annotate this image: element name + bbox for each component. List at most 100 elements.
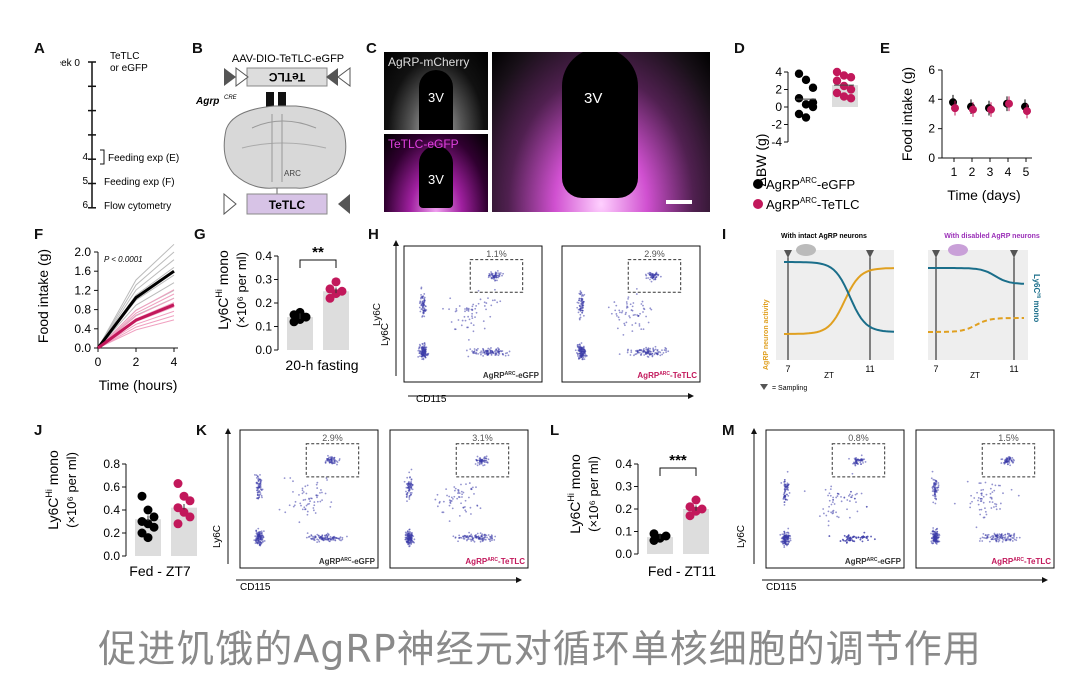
flow-event bbox=[259, 474, 261, 476]
flow-event bbox=[863, 458, 866, 461]
flow-event bbox=[649, 307, 652, 310]
flow-event bbox=[489, 540, 492, 543]
flow-event bbox=[584, 350, 587, 353]
flow-event bbox=[997, 538, 999, 541]
flow-event bbox=[257, 540, 260, 543]
flow-event bbox=[330, 538, 333, 541]
flow-event bbox=[411, 483, 414, 486]
flow-event bbox=[482, 348, 485, 351]
flow-event bbox=[645, 277, 648, 280]
flow-event bbox=[827, 520, 830, 523]
flow-event bbox=[467, 538, 470, 541]
flow-event bbox=[409, 492, 412, 494]
d-point bbox=[846, 94, 856, 103]
flow-event bbox=[828, 505, 830, 508]
flow-event bbox=[1002, 492, 1004, 495]
flow-gate bbox=[627, 259, 682, 293]
l-ylabel: Ly6CHi mono bbox=[566, 454, 583, 534]
flow-event bbox=[931, 530, 934, 533]
m-xlabel: CD115 bbox=[766, 582, 797, 593]
flow-event bbox=[633, 354, 635, 357]
flow-event bbox=[578, 349, 581, 352]
flow-event bbox=[988, 540, 991, 543]
flow-event bbox=[467, 326, 469, 329]
flow-event bbox=[786, 539, 789, 541]
l-xlabel: Fed - ZT11 bbox=[648, 563, 716, 579]
flow-event bbox=[578, 357, 581, 360]
flow-event bbox=[859, 461, 862, 464]
y-tick-label: 0.4 bbox=[255, 249, 272, 263]
flow-event bbox=[420, 346, 423, 348]
flow-event bbox=[783, 501, 786, 504]
flow-event bbox=[934, 502, 937, 505]
flow-event bbox=[995, 505, 997, 508]
flow-event bbox=[418, 346, 421, 349]
flow-event bbox=[930, 540, 933, 543]
flow-event bbox=[484, 535, 487, 538]
flow-event bbox=[465, 510, 467, 513]
flow-event bbox=[575, 352, 578, 354]
d-ylabel: ΔBW (g) bbox=[753, 134, 769, 187]
flow-k-plots: Ly6C CD115 2.9% AgRPARC-eGFP 3.1% AgRPARC-T… bbox=[212, 428, 529, 593]
flow-event bbox=[424, 356, 427, 359]
flow-event bbox=[259, 536, 262, 539]
flow-event bbox=[471, 317, 474, 320]
y-tick-label: 0.2 bbox=[103, 526, 120, 540]
flow-event bbox=[292, 505, 295, 508]
flow-event bbox=[423, 293, 426, 295]
flow-event bbox=[828, 492, 831, 495]
timeline-event-5: Feeding exp (F) bbox=[104, 177, 175, 188]
flow-plot: 2.9% AgRPARC-eGFP bbox=[239, 429, 379, 569]
y-tick-label: 0 bbox=[775, 100, 782, 114]
d-point bbox=[801, 100, 811, 109]
flow-event bbox=[781, 533, 784, 536]
y-tick-label: 0.3 bbox=[255, 273, 272, 287]
flow-event bbox=[994, 502, 996, 505]
flow-event bbox=[1005, 459, 1008, 462]
flow-event bbox=[448, 504, 451, 507]
flow-event bbox=[982, 488, 985, 491]
flow-event bbox=[582, 350, 585, 353]
flow-event bbox=[667, 350, 670, 353]
flow-event bbox=[489, 351, 492, 354]
g-ylabel: Ly6CHi mono bbox=[214, 250, 231, 330]
flow-event bbox=[257, 534, 260, 537]
flow-event bbox=[423, 352, 426, 355]
flow-event bbox=[1015, 539, 1018, 542]
flow-event bbox=[829, 488, 832, 491]
flow-event bbox=[407, 543, 410, 546]
y-tick-label: 0.1 bbox=[615, 525, 632, 539]
flow-event bbox=[327, 538, 329, 541]
flow-event bbox=[407, 535, 410, 538]
flow-event bbox=[975, 526, 978, 529]
flow-event bbox=[655, 276, 658, 279]
flow-plot: 2.9% AgRPARC-TeTLC bbox=[561, 245, 701, 383]
bar-point bbox=[143, 533, 153, 543]
flow-event bbox=[630, 351, 633, 354]
flow-event bbox=[828, 535, 831, 537]
flow-event bbox=[452, 497, 454, 500]
f-ytick-label: 2.0 bbox=[74, 245, 91, 259]
chart-d: ΔBW (g) 4 2 0 -2 -4 AgRPARC-eGFP AgRPARC-TeT… bbox=[753, 65, 859, 212]
h-ylabel-text: Ly6C bbox=[380, 323, 391, 346]
flow-event bbox=[835, 511, 837, 514]
flow-event bbox=[413, 538, 416, 541]
flow-event bbox=[583, 352, 586, 354]
flow-event bbox=[665, 347, 668, 350]
flow-event bbox=[848, 516, 851, 519]
flow-event bbox=[982, 501, 985, 504]
flow-event bbox=[479, 532, 482, 534]
flow-event bbox=[783, 494, 786, 497]
flow-event bbox=[843, 496, 846, 499]
flow-event bbox=[409, 483, 412, 486]
bar-point bbox=[661, 531, 671, 541]
flow-event bbox=[487, 347, 490, 350]
flow-event bbox=[497, 354, 500, 357]
flow-event bbox=[650, 275, 653, 278]
flow-event bbox=[618, 309, 621, 312]
flow-event bbox=[496, 269, 499, 272]
flow-event bbox=[259, 482, 262, 484]
flow-event bbox=[493, 539, 496, 541]
flow-event bbox=[484, 456, 486, 458]
flow-event bbox=[654, 274, 657, 277]
